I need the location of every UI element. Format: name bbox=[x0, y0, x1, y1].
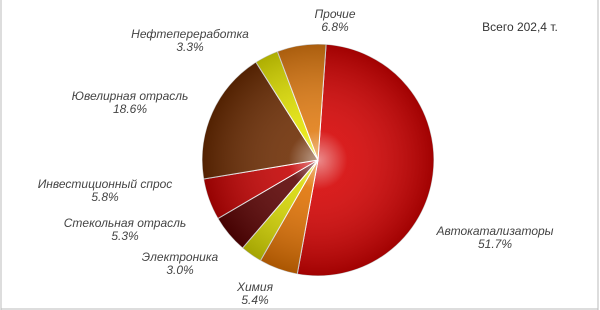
slice-value-label: 3.0% bbox=[166, 263, 194, 277]
slice-label: Прочие bbox=[314, 7, 355, 21]
slice-value-label: 5.8% bbox=[91, 190, 119, 204]
slice-value-label: 5.4% bbox=[241, 293, 269, 307]
total-annotation: Всего 202,4 т. bbox=[482, 20, 558, 34]
slice-label: Ювелирная отрасль bbox=[72, 89, 189, 103]
slice-value-label: 18.6% bbox=[113, 102, 147, 116]
slice-label: Автокатализаторы bbox=[435, 224, 553, 238]
slice-label: Нефтепереработка bbox=[131, 27, 249, 41]
slice-value-label: 51.7% bbox=[478, 237, 512, 251]
slice-value-label: 5.3% bbox=[111, 229, 139, 243]
slice-value-label: 6.8% bbox=[321, 20, 349, 34]
slice-value-label: 3.3% bbox=[176, 40, 204, 54]
slice-label: Инвестиционный спрос bbox=[38, 177, 173, 191]
slice-label: Стекольная отрасль bbox=[64, 216, 186, 230]
slice-label: Электроника bbox=[142, 250, 219, 264]
slice-label: Химия bbox=[236, 280, 274, 294]
